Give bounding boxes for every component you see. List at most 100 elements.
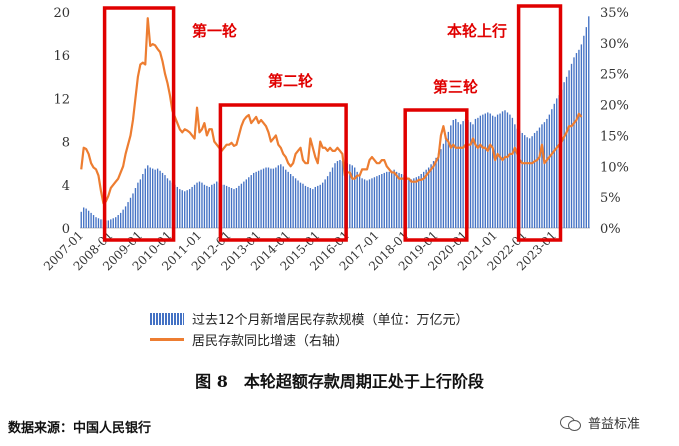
bar — [425, 169, 427, 228]
bar — [317, 185, 319, 228]
bar — [563, 82, 565, 228]
bar — [494, 116, 496, 228]
bar — [455, 118, 457, 228]
bar — [211, 184, 213, 228]
right-tick-label: 20% — [600, 99, 629, 114]
bar — [235, 188, 238, 228]
right-tick-label: 30% — [600, 37, 629, 52]
bar — [371, 178, 373, 228]
bar — [568, 70, 570, 228]
bar — [492, 115, 494, 228]
bar — [285, 169, 287, 228]
bar — [583, 35, 585, 229]
bar — [358, 176, 361, 228]
bar — [119, 212, 122, 228]
bar — [442, 143, 445, 228]
bar — [575, 53, 578, 228]
bar — [509, 114, 511, 228]
bar — [260, 169, 262, 228]
bar — [386, 171, 388, 228]
bar — [253, 172, 255, 228]
bar — [551, 109, 553, 228]
bar — [233, 189, 235, 228]
bar — [166, 178, 169, 228]
bar — [228, 186, 230, 228]
bar — [314, 186, 316, 228]
bar — [556, 98, 558, 229]
bar — [496, 114, 499, 228]
bar — [331, 167, 334, 228]
left-tick-label: 0 — [62, 222, 70, 237]
bar — [400, 174, 403, 228]
bar — [198, 181, 201, 228]
bar — [223, 184, 225, 228]
bar — [546, 118, 548, 228]
bar — [578, 49, 580, 228]
bar — [248, 177, 250, 228]
bar — [270, 168, 272, 228]
annotation-box — [403, 108, 469, 242]
bar — [299, 182, 302, 228]
bar — [398, 172, 400, 228]
right-tick-label: 35% — [600, 6, 629, 21]
bar — [339, 159, 341, 228]
bar — [139, 179, 142, 228]
bar — [524, 135, 526, 228]
bar — [176, 186, 178, 228]
bar — [90, 212, 92, 228]
bar — [304, 185, 307, 228]
bar — [206, 185, 208, 228]
bar — [504, 110, 506, 228]
bar — [408, 178, 410, 228]
bar — [225, 185, 228, 228]
bar — [336, 161, 339, 228]
bar — [541, 124, 543, 228]
bar — [112, 218, 114, 228]
bar — [326, 176, 329, 228]
bar — [92, 215, 95, 228]
bar — [543, 122, 546, 228]
bar — [127, 202, 129, 228]
bar — [294, 178, 297, 228]
bar — [243, 181, 245, 228]
bar — [147, 165, 149, 228]
bar — [322, 182, 324, 228]
bar — [292, 176, 294, 228]
growth-rate-line — [80, 17, 583, 205]
bar — [186, 190, 188, 228]
bar — [420, 174, 422, 228]
bar — [245, 179, 247, 228]
bar — [376, 176, 378, 228]
bar — [354, 167, 356, 228]
bar — [356, 171, 358, 228]
bar — [553, 103, 555, 228]
bar — [440, 149, 442, 228]
bar — [489, 113, 491, 228]
bar — [501, 111, 504, 228]
bar — [85, 208, 87, 228]
bar — [390, 170, 393, 228]
bar — [418, 176, 420, 228]
bar — [573, 57, 575, 228]
bar — [423, 171, 425, 228]
bar — [469, 122, 472, 228]
bar — [297, 180, 299, 228]
bar — [477, 117, 479, 228]
annotation-label: 第二轮 — [268, 72, 313, 90]
bar — [307, 186, 309, 228]
bar — [363, 179, 366, 228]
bar — [83, 207, 85, 228]
bar — [341, 161, 344, 228]
bar — [144, 168, 146, 228]
bar — [479, 115, 482, 228]
annotation-label: 本轮上行 — [447, 22, 507, 40]
bar — [395, 171, 398, 228]
bar — [142, 174, 144, 228]
bar — [250, 175, 252, 228]
legend-label-deposits: 过去12个月新增居民存款规模（单位：万亿元） — [192, 313, 469, 328]
bar — [427, 167, 430, 228]
bar — [410, 179, 413, 228]
bar — [588, 16, 590, 228]
bar — [538, 127, 541, 228]
bar — [378, 175, 381, 228]
